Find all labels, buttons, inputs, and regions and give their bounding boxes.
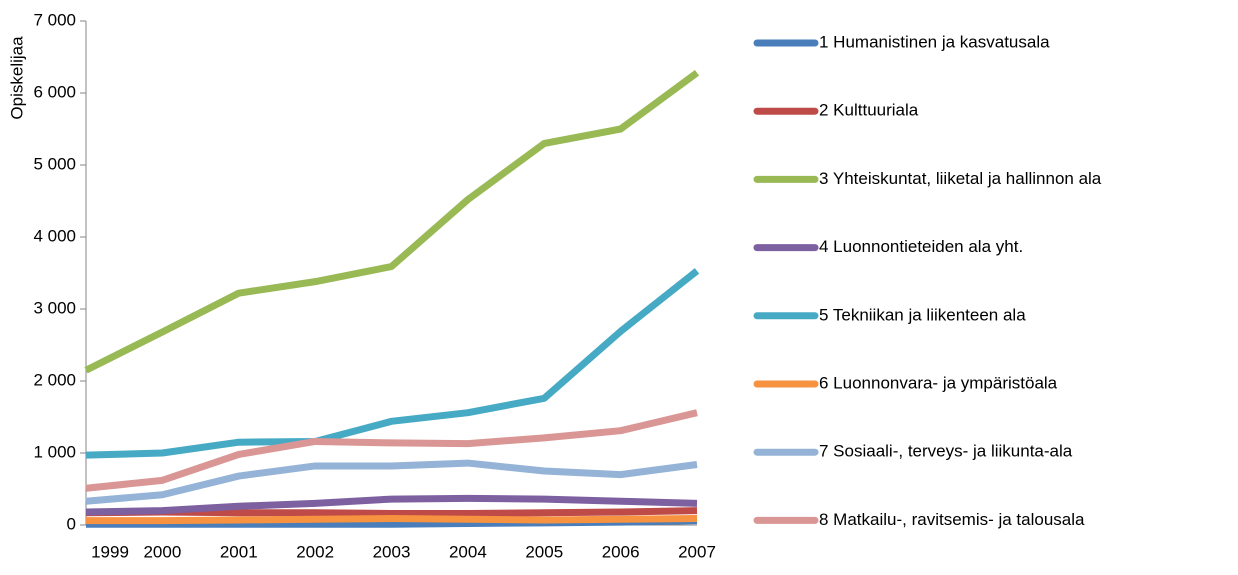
y-tick-label: 2 000 — [33, 370, 76, 389]
series-line — [85, 409, 698, 492]
x-tick-label: 2006 — [602, 542, 640, 561]
x-tick-label: 2004 — [449, 542, 487, 561]
x-tick-label: 2000 — [143, 542, 181, 561]
y-tick-label: 3 000 — [33, 298, 76, 317]
x-tick-label: 2005 — [525, 542, 563, 561]
legend-label: 8 Matkailu-, ravitsemis- ja talousala — [819, 510, 1085, 529]
legend-label: 4 Luonnontieteiden ala yht. — [819, 237, 1023, 256]
y-axis-label: Opiskelijaa — [7, 36, 26, 120]
series-line — [86, 515, 698, 525]
x-tick-label: 2007 — [678, 542, 716, 561]
x-tick-label: 2001 — [220, 542, 258, 561]
legend-label: 6 Luonnonvara- ja ympäristöala — [819, 373, 1058, 392]
x-tick-label: 2003 — [373, 542, 411, 561]
x-tick-label: 1999 — [91, 542, 129, 561]
y-tick-label: 1 000 — [33, 442, 76, 461]
y-tick-label: 7 000 — [33, 10, 76, 29]
y-tick-label: 4 000 — [33, 226, 76, 245]
series-line — [84, 70, 700, 374]
legend-label: 3 Yhteiskuntat, liiketal ja hallinnon al… — [819, 169, 1102, 188]
y-tick-label: 6 000 — [33, 82, 76, 101]
series-line — [85, 268, 700, 459]
x-tick-label: 2002 — [296, 542, 334, 561]
y-tick-label: 5 000 — [33, 154, 76, 173]
legend-label: 5 Tekniikan ja liikenteen ala — [819, 305, 1026, 324]
series-line — [85, 459, 698, 505]
y-tick-label: 0 — [67, 514, 76, 533]
legend-label: 1 Humanistinen ja kasvatusala — [819, 32, 1050, 51]
legend-label: 7 Sosiaali-, terveys- ja liikunta-ala — [819, 442, 1073, 461]
series-line — [85, 494, 698, 516]
legend-label: 2 Kulttuuriala — [819, 101, 919, 120]
